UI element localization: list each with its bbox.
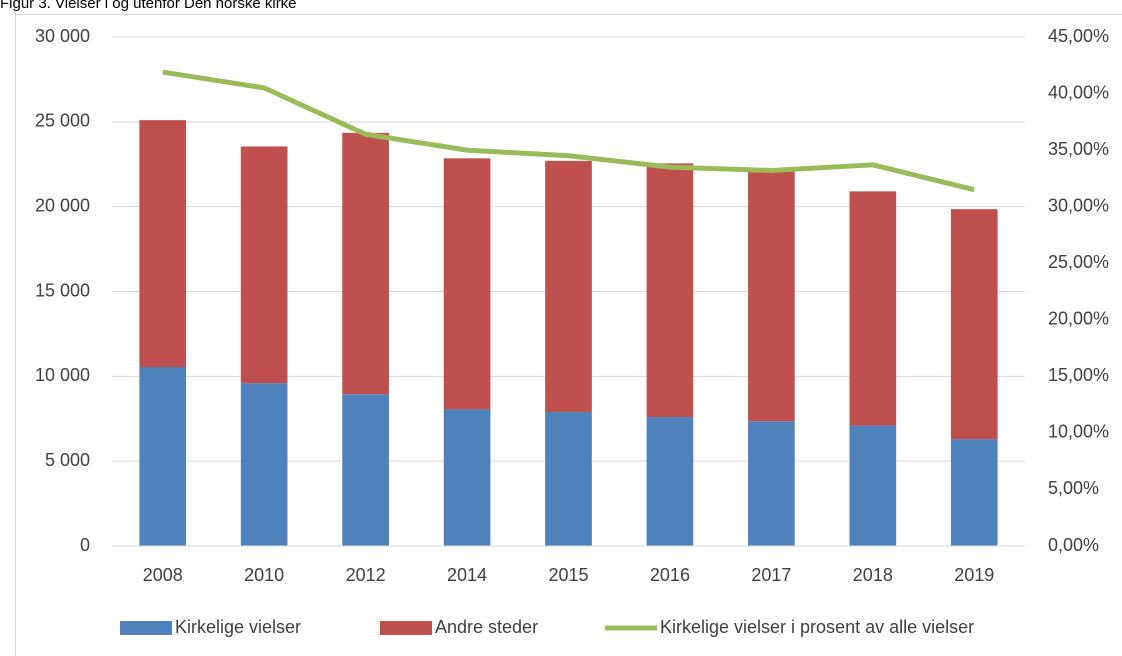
y2-tick-label: 10,00% (1048, 422, 1109, 442)
chart-frame (15, 14, 1122, 656)
bar (950, 209, 998, 440)
bar (545, 411, 592, 546)
bar (342, 394, 389, 546)
y-tick-label: 25 000 (35, 111, 90, 131)
bar (342, 132, 389, 395)
bar (545, 160, 592, 412)
y-tick-label: 15 000 (35, 280, 90, 300)
y-tick-label: 0 (80, 535, 90, 555)
legend-label: Kirkelige vielser (175, 617, 301, 637)
y2-tick-label: 30,00% (1048, 195, 1109, 215)
chart-title: Figur 3. Vielser i og utenfor Den norske… (0, 0, 297, 12)
y2-tick-label: 40,00% (1048, 82, 1109, 102)
bar (443, 409, 491, 546)
x-tick-label: 2016 (650, 565, 690, 585)
y2-tick-label: 0,00% (1048, 535, 1099, 555)
y2-tick-label: 20,00% (1048, 309, 1109, 329)
x-tick-label: 2014 (447, 565, 487, 585)
legend-swatch (120, 621, 172, 635)
x-tick-label: 2008 (143, 565, 183, 585)
bar (950, 439, 998, 546)
bar (748, 169, 795, 422)
bar (849, 191, 897, 426)
bar (139, 120, 187, 368)
y2-tick-label: 5,00% (1048, 478, 1099, 498)
x-tick-label: 2017 (751, 565, 791, 585)
x-tick-label: 2010 (244, 565, 284, 585)
bar (646, 417, 694, 546)
x-tick-label: 2015 (548, 565, 588, 585)
bar (139, 367, 187, 546)
y2-tick-label: 15,00% (1048, 365, 1109, 385)
y2-tick-label: 45,00% (1048, 26, 1109, 46)
legend-swatch (380, 621, 432, 635)
y2-tick-label: 25,00% (1048, 252, 1109, 272)
bar (443, 158, 491, 410)
y-tick-label: 5 000 (45, 450, 90, 470)
y2-tick-label: 35,00% (1048, 139, 1109, 159)
bar (240, 383, 288, 546)
x-tick-label: 2019 (954, 565, 994, 585)
legend-label: Kirkelige vielser i prosent av alle viel… (660, 617, 974, 637)
y-tick-label: 10 000 (35, 365, 90, 385)
line (162, 69, 975, 193)
bar (240, 146, 288, 384)
x-tick-label: 2018 (853, 565, 893, 585)
legend-label: Andre steder (435, 617, 538, 637)
bar (646, 163, 694, 418)
y-tick-label: 20 000 (35, 195, 90, 215)
y-tick-label: 30 000 (35, 26, 90, 46)
x-tick-label: 2012 (346, 565, 386, 585)
bar (849, 425, 897, 546)
bar (748, 421, 795, 546)
